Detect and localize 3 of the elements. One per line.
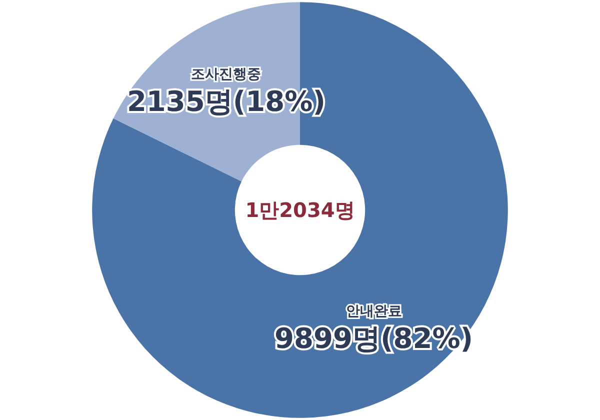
text: 1만2034명 <box>245 198 355 222</box>
slice-label: 조사진행중 <box>191 66 262 83</box>
slice-label: 안내완료 <box>346 303 402 320</box>
